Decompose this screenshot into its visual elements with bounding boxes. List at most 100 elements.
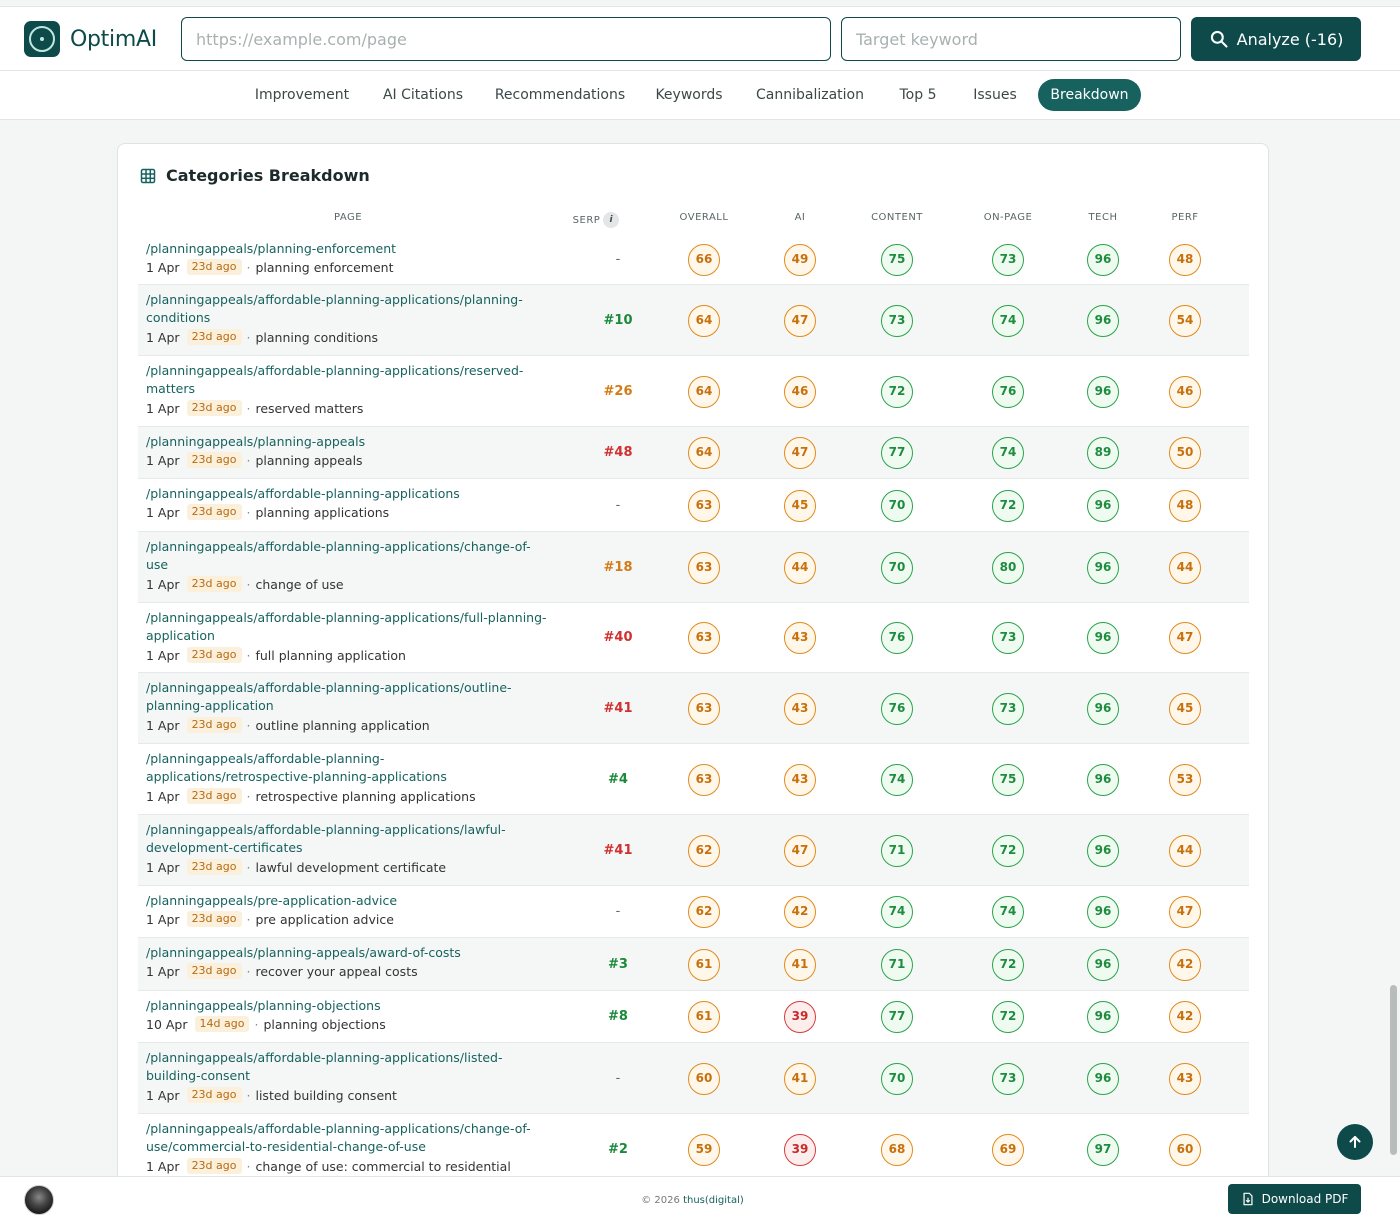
tab-keywords[interactable]: Keywords <box>655 87 723 103</box>
serp-rank: - <box>615 1071 621 1086</box>
separator: · <box>254 1016 259 1032</box>
page-url-line: /planningappeals/affordable-planning-app… <box>146 486 460 501</box>
crawl-date: 10 Apr <box>146 1016 188 1032</box>
page-url-line: matters <box>146 381 195 396</box>
target-keyword: outline planning application <box>255 717 430 733</box>
serp-info-icon[interactable]: i <box>603 212 620 228</box>
page-url-link[interactable]: /planningappeals/affordable-planning-app… <box>146 609 566 645</box>
ai-score-badge: 43 <box>784 764 816 796</box>
age-badge: 23d ago <box>186 504 242 520</box>
page-url-line: /planningappeals/affordable-planning-app… <box>146 539 531 554</box>
separator: · <box>246 259 251 275</box>
search-icon <box>1210 30 1228 48</box>
tech-score-badge: 96 <box>1087 896 1119 928</box>
ai-score-badge: 42 <box>784 896 816 928</box>
ai-score-badge: 47 <box>784 437 816 469</box>
serp-rank: #18 <box>603 560 633 575</box>
page-url-line: /planningappeals/affordable-planning-app… <box>146 1050 503 1065</box>
crawl-date: 1 Apr <box>146 788 180 804</box>
perf-score-badge: 45 <box>1169 693 1201 725</box>
page-meta: 1 Apr 23d ago · planning enforcement <box>146 259 393 275</box>
page-url-link[interactable]: /planningappeals/affordable-planning-app… <box>146 291 566 327</box>
content-score-badge: 76 <box>881 622 913 654</box>
page-url-link[interactable]: /planningappeals/affordable-planning-app… <box>146 485 566 503</box>
target-keyword: change of use <box>255 576 344 592</box>
keyword-input[interactable] <box>841 17 1181 61</box>
page-url-link[interactable]: /planningappeals/affordable-planning-app… <box>146 750 566 786</box>
user-avatar[interactable] <box>24 1185 54 1215</box>
column-header-ai: AI <box>740 212 860 223</box>
target-keyword: recover your appeal costs <box>255 963 418 979</box>
tab-improvement[interactable]: Improvement <box>254 87 350 103</box>
tab-breakdown[interactable]: Breakdown <box>1038 79 1141 111</box>
table-row: /planningappeals/affordable-planning-app… <box>138 285 1249 356</box>
page-url-link[interactable]: /planningappeals/planning-appeals/award-… <box>146 944 566 962</box>
logo[interactable]: OptimAI <box>24 21 157 57</box>
overall-score-badge: 62 <box>688 896 720 928</box>
scrollbar-thumb[interactable] <box>1390 985 1397 1155</box>
page-url-link[interactable]: /planningappeals/affordable-planning-app… <box>146 679 566 715</box>
page-meta: 1 Apr 23d ago · retrospective planning appl… <box>146 788 476 804</box>
tab-recommendations[interactable]: Recommendations <box>494 87 626 103</box>
page-meta: 10 Apr 14d ago · planning objections <box>146 1016 386 1032</box>
target-keyword: change of use: commercial to residential <box>255 1158 511 1174</box>
age-badge: 23d ago <box>186 400 242 416</box>
copyright-prefix: © 2026 <box>641 1195 680 1206</box>
copyright-brand-link[interactable]: thus(digital) <box>683 1195 744 1206</box>
on-page-score-badge: 74 <box>992 437 1024 469</box>
page-meta: 1 Apr 23d ago · planning appeals <box>146 452 363 468</box>
tech-score-badge: 96 <box>1087 764 1119 796</box>
table-row: /planningappeals/affordable-planning-app… <box>138 603 1249 673</box>
analyze-button[interactable]: Analyze (-16) <box>1191 17 1361 61</box>
separator: · <box>246 963 251 979</box>
page-url-link[interactable]: /planningappeals/affordable-planning-app… <box>146 362 566 398</box>
content-score-badge: 72 <box>881 376 913 408</box>
serp-rank: #48 <box>603 445 633 460</box>
page-url-line: building-consent <box>146 1068 251 1083</box>
table-icon <box>140 168 156 183</box>
tech-score-badge: 96 <box>1087 622 1119 654</box>
content-score-badge: 73 <box>881 305 913 337</box>
ai-score-badge: 46 <box>784 376 816 408</box>
tab-ai-citations[interactable]: AI Citations <box>382 87 463 103</box>
page-url-link[interactable]: /planningappeals/affordable-planning-app… <box>146 538 566 574</box>
page-url-link[interactable]: /planningappeals/pre-application-advice <box>146 892 566 910</box>
tab-issues[interactable]: Issues <box>973 87 1017 103</box>
overall-score-badge: 59 <box>688 1134 720 1166</box>
table-row: /planningappeals/affordable-planning-app… <box>138 479 1249 532</box>
page-meta: 1 Apr 23d ago · full planning application <box>146 647 406 663</box>
page-url-link[interactable]: /planningappeals/planning-appeals <box>146 433 566 451</box>
top-header: OptimAI Analyze (-16) <box>0 6 1400 71</box>
categories-breakdown-card: Categories Breakdown PAGE SERP i OVERALL AI C… <box>117 143 1269 1220</box>
page-url-link[interactable]: /planningappeals/affordable-planning-app… <box>146 1120 566 1156</box>
on-page-score-badge: 73 <box>992 622 1024 654</box>
page-url-link[interactable]: /planningappeals/planning-objections <box>146 997 566 1015</box>
tech-score-badge: 96 <box>1087 835 1119 867</box>
page-url-link[interactable]: /planningappeals/affordable-planning-app… <box>146 821 566 857</box>
crawl-date: 1 Apr <box>146 400 180 416</box>
perf-score-badge: 50 <box>1169 437 1201 469</box>
ai-score-badge: 43 <box>784 622 816 654</box>
separator: · <box>246 788 251 804</box>
url-input[interactable] <box>181 17 831 61</box>
column-header-content: CONTENT <box>837 212 957 223</box>
ai-score-badge: 39 <box>784 1134 816 1166</box>
scroll-to-top-button[interactable] <box>1337 1124 1373 1160</box>
page-url-line: /planningappeals/pre-application-advice <box>146 893 398 908</box>
separator: · <box>246 576 251 592</box>
tech-score-badge: 96 <box>1087 244 1119 276</box>
table-row: /planningappeals/planning-appeals/award-… <box>138 938 1249 991</box>
tab-top-5[interactable]: Top 5 <box>899 87 937 103</box>
page-meta: 1 Apr 23d ago · recover your appeal costs <box>146 963 418 979</box>
tech-score-badge: 96 <box>1087 490 1119 522</box>
tab-cannibalization[interactable]: Cannibalization <box>756 87 864 103</box>
serp-rank: - <box>615 498 621 513</box>
target-keyword: reserved matters <box>255 400 364 416</box>
page-url-link[interactable]: /planningappeals/affordable-planning-app… <box>146 1049 566 1085</box>
on-page-score-badge: 72 <box>992 835 1024 867</box>
target-keyword: planning objections <box>263 1016 386 1032</box>
page-url-link[interactable]: /planningappeals/planning-enforcement <box>146 240 566 258</box>
download-pdf-button[interactable]: Download PDF <box>1228 1184 1361 1214</box>
overall-score-badge: 64 <box>688 437 720 469</box>
crawl-date: 1 Apr <box>146 1158 180 1174</box>
